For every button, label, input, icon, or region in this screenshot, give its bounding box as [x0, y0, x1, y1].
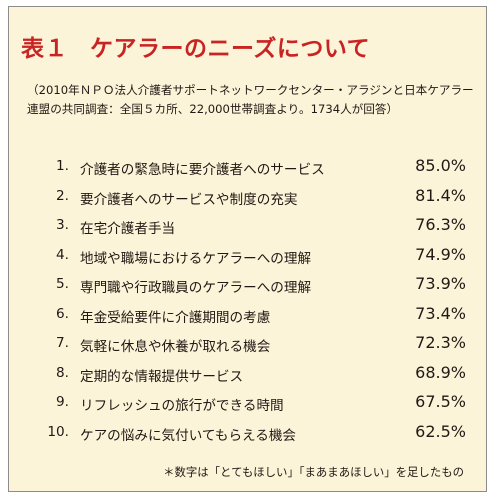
- list-item: 8. 定期的な情報提供サービス 68.9%: [9, 362, 488, 388]
- list-item: 3. 在宅介護者手当 76.3%: [9, 214, 488, 240]
- item-value: 62.5%: [415, 421, 466, 441]
- item-label: 年金受給要件に介護期間の考慮: [80, 309, 271, 326]
- item-rank: 7.: [56, 335, 69, 351]
- item-label: 要介護者へのサービスや制度の充実: [80, 191, 298, 208]
- item-rank: 3.: [56, 217, 69, 233]
- item-value: 73.9%: [415, 274, 466, 293]
- item-rank: 5.: [56, 276, 69, 292]
- list-item: 4. 地域や職場におけるケアラーへの理解 74.9%: [9, 244, 488, 270]
- source-note: （2010年ＮＰＯ法人介護者サポートネットワークセンター・アラジンと日本ケアラー…: [27, 83, 474, 116]
- item-value: 76.3%: [415, 215, 466, 234]
- item-label: 専門職や行政職員のケアラーへの理解: [80, 280, 312, 296]
- item-label: 定期的な情報提供サービス: [80, 368, 244, 385]
- item-value: 68.9%: [415, 362, 466, 382]
- list-item: 6. 年金受給要件に介護期間の考慮 73.4%: [9, 303, 488, 329]
- item-value: 81.4%: [415, 185, 466, 205]
- list-item: 5. 専門職や行政職員のケアラーへの理解 73.9%: [9, 273, 488, 299]
- list-item: 7. 気軽に休息や休養が取れる機会 72.3%: [9, 332, 488, 358]
- item-value: 74.9%: [415, 244, 466, 264]
- item-rank: 1.: [56, 158, 69, 174]
- table-title-text: ケアラーのニーズについて: [90, 36, 371, 62]
- list-item: 2. 要介護者へのサービスや制度の充実 81.4%: [9, 185, 488, 211]
- item-label: 在宅介護者手当: [80, 221, 176, 237]
- footnote: ＊数字は「とてもほしい」「まあまあほしい」を足したもの: [163, 465, 464, 479]
- item-label: リフレッシュの旅行ができる時間: [80, 398, 284, 414]
- item-label: 気軽に休息や休養が取れる機会: [80, 339, 271, 355]
- item-label: 地域や職場におけるケアラーへの理解: [80, 250, 312, 267]
- item-value: 73.4%: [415, 303, 466, 323]
- item-value: 67.5%: [415, 392, 466, 411]
- item-rank: 4.: [56, 246, 69, 263]
- list-item: 9. リフレッシュの旅行ができる時間 67.5%: [9, 391, 488, 417]
- item-rank: 10.: [47, 423, 69, 440]
- list-item: 1. 介護者の緊急時に要介護者へのサービス 85.0%: [9, 155, 488, 181]
- item-rank: 2.: [56, 187, 69, 204]
- item-rank: 8.: [56, 364, 69, 381]
- item-value: 85.0%: [415, 156, 466, 175]
- table-title: 表１ ケアラーのニーズについて: [21, 29, 370, 63]
- item-rank: 6.: [56, 305, 69, 322]
- table-panel: 表１ ケアラーのニーズについて （2010年ＮＰＯ法人介護者サポートネットワークセ…: [8, 6, 487, 492]
- table-number: 表１: [21, 36, 68, 62]
- item-label: 介護者の緊急時に要介護者へのサービス: [80, 162, 325, 178]
- item-value: 72.3%: [415, 333, 466, 352]
- item-rank: 9.: [56, 394, 69, 410]
- list-item: 10. ケアの悩みに気付いてもらえる機会 62.5%: [9, 421, 488, 447]
- item-label: ケアの悩みに気付いてもらえる機会: [80, 427, 297, 444]
